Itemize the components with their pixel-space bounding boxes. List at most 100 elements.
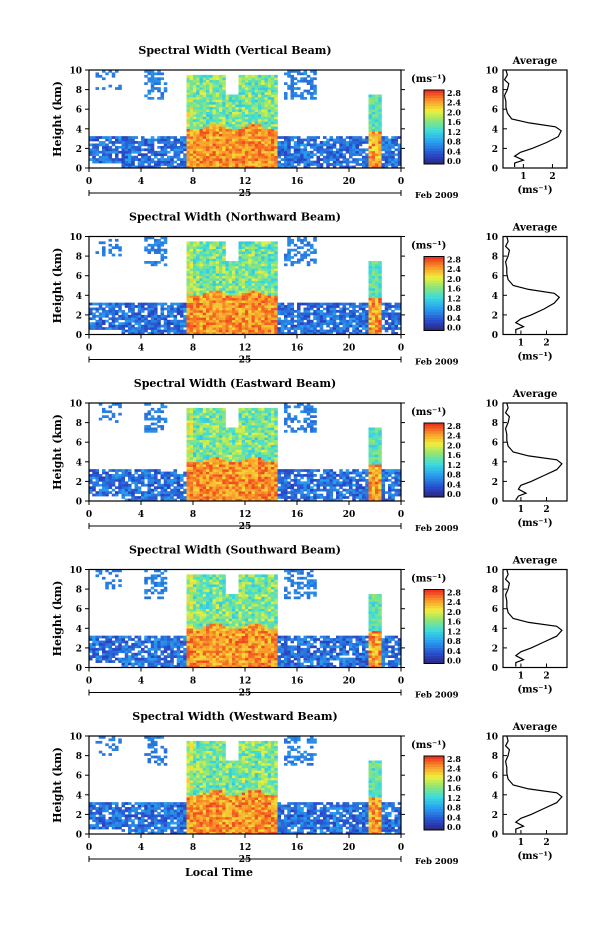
heatmap-cell [225, 307, 230, 311]
heatmap-cell [313, 89, 317, 93]
heatmap-cell [254, 332, 259, 335]
heatmap-cell [232, 104, 236, 108]
heatmap-cell [355, 332, 360, 335]
heatmap-cell [228, 111, 233, 115]
heatmap-cell [115, 493, 119, 497]
heatmap-cell [215, 275, 220, 279]
heatmap-cell [202, 410, 207, 414]
heatmap-cell [212, 496, 217, 499]
heatmap-cell [251, 246, 256, 250]
heatmap-cell [209, 79, 213, 83]
heatmap-cell [186, 116, 191, 120]
heatmap-cell [329, 329, 334, 333]
heatmap-cell [199, 278, 204, 281]
heatmap-cell [245, 268, 249, 272]
heatmap-cell [300, 246, 304, 250]
heatmap-cell [300, 329, 304, 333]
heatmap-cell [290, 314, 295, 318]
heatmap-cell [215, 300, 220, 303]
heatmap-cell [121, 478, 126, 482]
heatmap-cell [371, 165, 376, 169]
heatmap-cell [186, 459, 191, 463]
heatmap-cell [368, 121, 373, 125]
heatmap-cell [183, 498, 187, 502]
heatmap-cell [241, 163, 246, 166]
heatmap-cell [388, 160, 392, 164]
heatmap-cell [352, 160, 356, 164]
heatmap-cell [264, 295, 269, 299]
heatmap-cell [186, 305, 191, 308]
heatmap-cell [264, 101, 269, 105]
heatmap-cell [339, 153, 343, 157]
heatmap-cell [245, 278, 249, 281]
heatmap-cell [232, 432, 236, 436]
heatmap-cell [150, 145, 155, 149]
heatmap-cell [225, 165, 230, 169]
heatmap-cell [238, 163, 243, 166]
heatmap-cell [251, 158, 256, 161]
heatmap-cell [261, 138, 265, 142]
heatmap-cell [355, 160, 360, 164]
heatmap-cell [154, 150, 158, 154]
heatmap-cell [219, 407, 223, 411]
heatmap-cell [336, 163, 340, 166]
heatmap-cell [251, 77, 256, 81]
heatmap-cell [251, 251, 256, 254]
heatmap-cell [245, 324, 249, 328]
heatmap-cell [209, 150, 213, 154]
heatmap-cell [254, 319, 259, 323]
heatmap-cell [352, 329, 356, 333]
heatmap-cell [300, 72, 304, 76]
heatmap-cell [189, 111, 194, 115]
heatmap-cell [199, 119, 204, 122]
heatmap-cell [225, 111, 230, 115]
heatmap-cell [173, 478, 178, 482]
heatmap-cell [219, 498, 223, 502]
heatmap-cell [206, 133, 210, 137]
heatmap-cell [215, 241, 220, 245]
heatmap-cell [264, 106, 269, 110]
heatmap-cell [235, 290, 239, 294]
heatmap-cell [92, 314, 96, 318]
heatmap-cell [137, 150, 142, 154]
heatmap-cell [167, 136, 171, 139]
heatmap-cell [267, 109, 272, 112]
heatmap-cell [248, 253, 252, 257]
heatmap-cell [141, 493, 145, 497]
heatmap-cell [287, 327, 291, 330]
heatmap-cell [124, 312, 129, 316]
heatmap-cell [219, 454, 223, 458]
heatmap-cell [254, 84, 259, 88]
heatmap-cell [319, 143, 324, 147]
colorbar-tick-label: 0.8 [447, 303, 461, 313]
heatmap-cell [196, 101, 200, 105]
heatmap-cell [362, 322, 366, 325]
heatmap-cell [264, 148, 269, 152]
heatmap-cell [212, 133, 217, 137]
heatmap-cell [180, 491, 184, 494]
heatmap-cell [339, 165, 343, 169]
heatmap-cell [349, 314, 353, 318]
heatmap-cell [241, 123, 246, 127]
heatmap-cell [342, 317, 347, 321]
heatmap-cell [209, 270, 213, 274]
heatmap-cell [287, 314, 291, 318]
heatmap-cell [212, 273, 217, 276]
heatmap-cell [209, 283, 213, 286]
heatmap-cell [245, 131, 249, 134]
heatmap-cell [258, 89, 262, 93]
heatmap-cell [163, 322, 168, 325]
heatmap-cell [280, 163, 285, 166]
heatmap-cell [180, 158, 184, 161]
heatmap-cell [189, 123, 194, 127]
heatmap-cell [212, 77, 217, 81]
heatmap-cell [189, 163, 194, 166]
heatmap-cell [95, 136, 100, 139]
heatmap-cell [310, 322, 314, 325]
heatmap-cell [271, 275, 275, 279]
heatmap-cell [271, 111, 275, 115]
heatmap-cell [225, 265, 230, 269]
heatmap-cell [378, 261, 382, 264]
heatmap-cell [150, 332, 155, 335]
heatmap-cell [241, 324, 246, 328]
